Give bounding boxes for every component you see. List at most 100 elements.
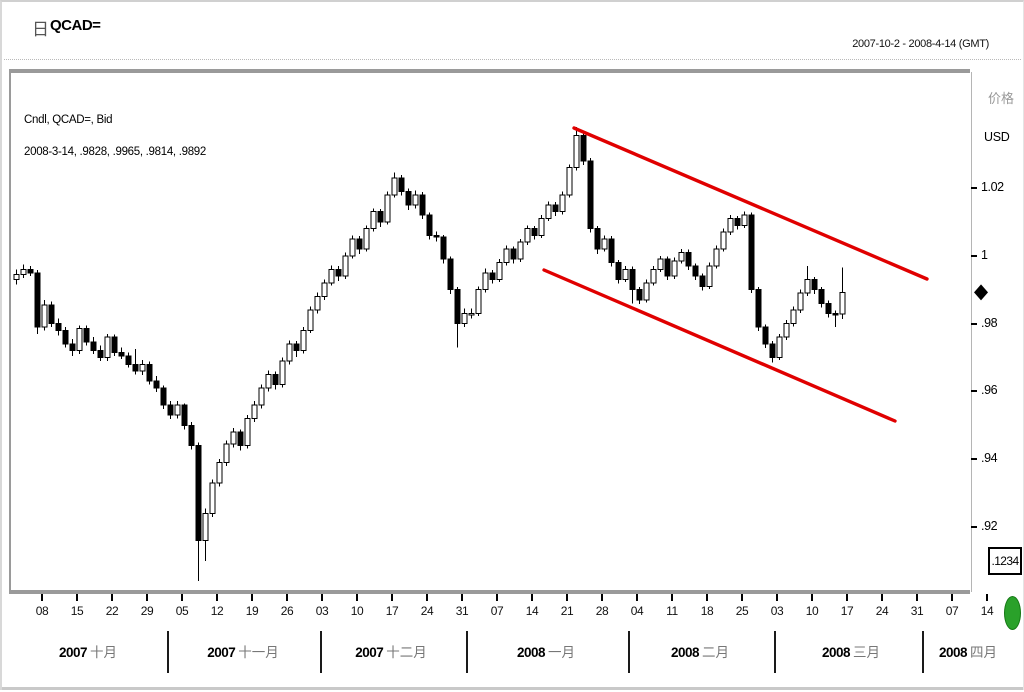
candle-body xyxy=(559,194,566,213)
month-name: 十一月 xyxy=(238,645,279,660)
candle-body xyxy=(104,336,111,359)
x-axis-tick xyxy=(181,594,183,601)
month-name: 四月 xyxy=(970,645,998,660)
candle-body xyxy=(468,312,475,316)
candle-body xyxy=(286,343,293,362)
month-year: 2007 xyxy=(207,645,236,660)
x-axis-tick xyxy=(356,594,358,601)
candle-body xyxy=(321,282,328,297)
month-label: 2008 四月 xyxy=(939,641,997,661)
candle-body xyxy=(384,194,391,223)
x-axis-tick-label: 14 xyxy=(525,604,539,618)
month-year: 2008 xyxy=(938,645,968,660)
candle-body xyxy=(83,328,90,343)
month-label: 2008 三月 xyxy=(822,641,880,661)
month-year: 2007 xyxy=(58,645,88,660)
x-axis-tick-label: 10 xyxy=(805,604,819,618)
month-separator xyxy=(922,631,924,673)
candle-body xyxy=(601,238,608,250)
x-axis-tick-label: 03 xyxy=(770,604,784,618)
candle-body xyxy=(405,190,412,206)
candle-body xyxy=(545,204,552,220)
candle-body xyxy=(706,265,713,287)
candle-body xyxy=(797,292,804,311)
candle-body xyxy=(132,363,139,372)
candle-body xyxy=(839,291,846,315)
x-axis-tick-label: 17 xyxy=(840,604,854,618)
legend-ohlc-values: 2008-3-14, .9828, .9965, .9814, .9892 xyxy=(24,146,207,158)
candle-body xyxy=(20,268,27,275)
x-axis-tick xyxy=(531,594,533,601)
x-axis-tick xyxy=(111,594,113,601)
candle-body xyxy=(188,424,195,447)
candle-body xyxy=(174,404,181,416)
candle-body xyxy=(594,228,601,250)
x-axis-tick xyxy=(286,594,288,601)
x-axis-tick-label: 28 xyxy=(595,604,609,618)
candle-body xyxy=(307,309,314,331)
month-year: 2008 xyxy=(821,645,851,660)
candle-body xyxy=(517,241,524,260)
x-axis-tick-label: 29 xyxy=(140,604,154,618)
candle-body xyxy=(566,167,573,196)
candle-body xyxy=(300,329,307,352)
candle-body xyxy=(776,336,783,359)
x-axis-tick xyxy=(391,594,393,601)
candle-body xyxy=(538,218,545,236)
candle-body xyxy=(482,272,489,291)
candle-body xyxy=(48,304,55,325)
price-format-box[interactable]: .1234 xyxy=(988,547,1022,575)
candle-body xyxy=(97,350,104,359)
candle-body xyxy=(685,251,692,267)
candle-body xyxy=(447,258,454,291)
candle-body xyxy=(153,380,160,389)
candle-body xyxy=(111,336,118,353)
candle-body xyxy=(475,289,482,314)
y-axis-tick-label: 1.02 xyxy=(981,180,1004,194)
candle-body xyxy=(811,279,818,291)
month-separator xyxy=(466,631,468,673)
candle-body xyxy=(293,343,300,352)
x-axis-tick xyxy=(811,594,813,601)
candle-body xyxy=(741,214,748,226)
candle-body xyxy=(216,462,223,484)
candle-body xyxy=(503,248,510,264)
candle-body xyxy=(90,341,97,352)
month-separator xyxy=(320,631,322,673)
x-axis-tick xyxy=(41,594,43,601)
candle-body xyxy=(62,329,69,345)
trendline-lower-channel xyxy=(542,268,897,423)
month-label: 2007 十二月 xyxy=(355,641,427,661)
candle-body xyxy=(209,482,216,514)
x-axis-tick-label: 24 xyxy=(420,604,434,618)
candle-body xyxy=(657,258,664,270)
candle-body xyxy=(342,255,349,277)
candle-body xyxy=(650,268,657,284)
candle-body xyxy=(440,236,447,260)
x-axis-tick-label: 10 xyxy=(350,604,364,618)
candle-body xyxy=(377,211,384,223)
month-name: 十二月 xyxy=(386,645,427,660)
candle-body xyxy=(643,282,650,301)
x-axis-tick-label: 07 xyxy=(490,604,504,618)
candle-body xyxy=(27,268,34,274)
plot-frame-left xyxy=(9,69,11,594)
x-axis-tick-label: 12 xyxy=(210,604,224,618)
status-indicator-dot xyxy=(1004,596,1021,630)
x-axis-tick xyxy=(846,594,848,601)
x-axis-tick xyxy=(146,594,148,601)
candle-body xyxy=(727,218,734,233)
x-axis-tick xyxy=(566,594,568,601)
interval-label: 日 xyxy=(32,20,49,39)
candle-body xyxy=(202,512,209,542)
candle-body xyxy=(69,343,76,352)
candle-body xyxy=(349,238,356,257)
x-axis-tick-label: 22 xyxy=(105,604,119,618)
month-separator xyxy=(167,631,169,673)
candle-body xyxy=(398,177,405,192)
candle-body xyxy=(552,204,559,213)
x-axis-tick xyxy=(251,594,253,601)
month-year: 2008 xyxy=(670,645,700,660)
